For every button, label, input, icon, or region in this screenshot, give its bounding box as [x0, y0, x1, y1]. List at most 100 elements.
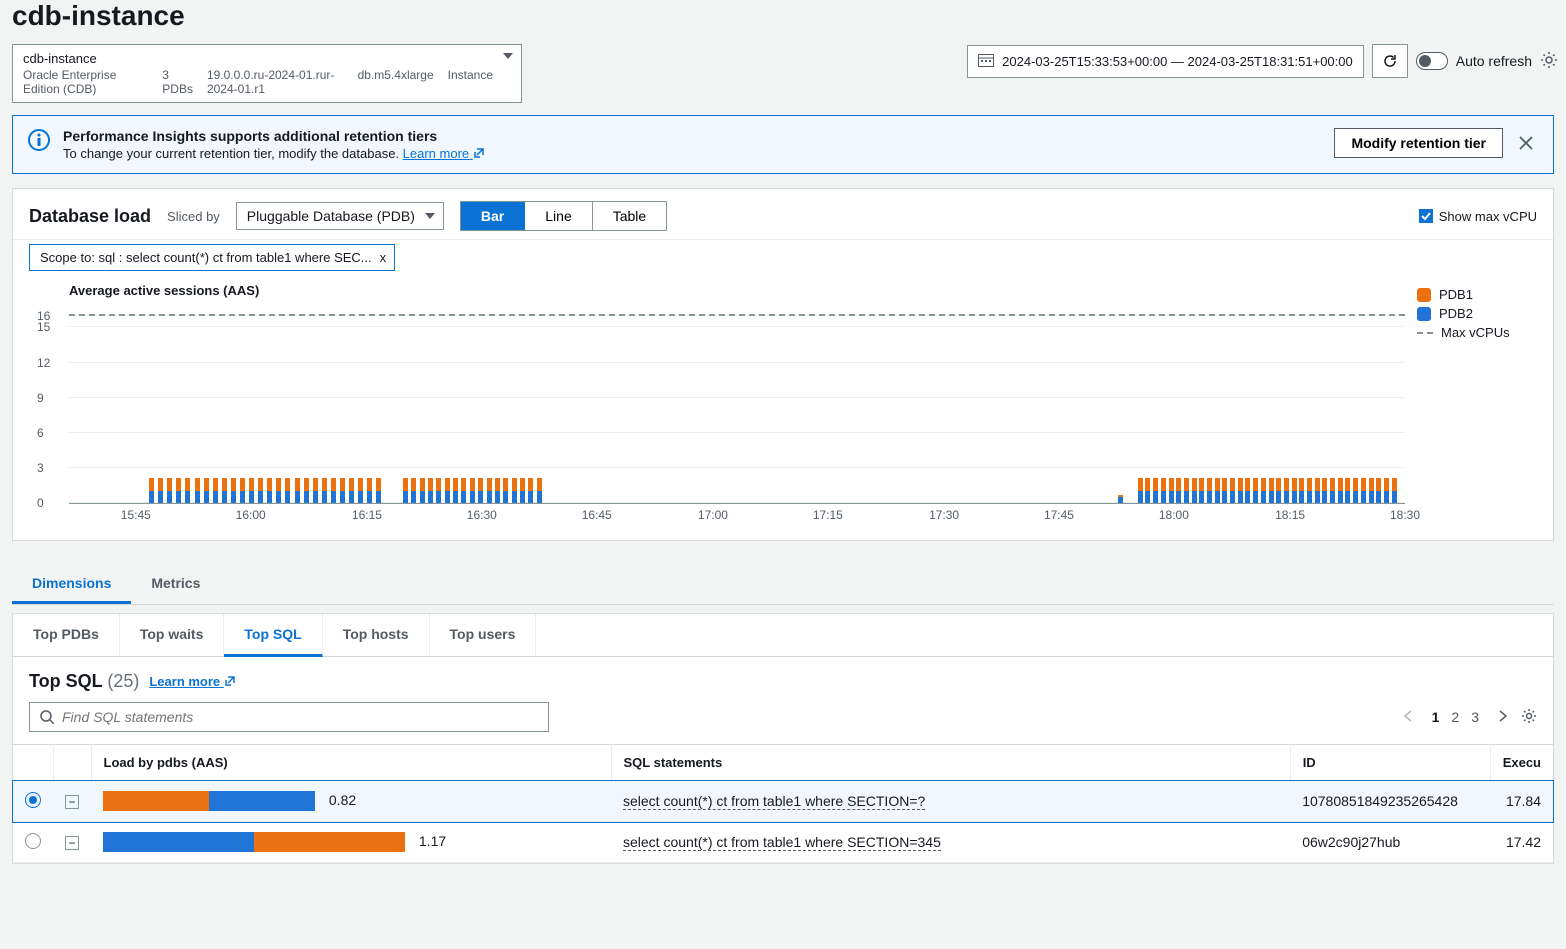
chart-bar — [1138, 478, 1143, 503]
sliced-by-select[interactable]: Pluggable Database (PDB) — [236, 202, 444, 230]
column-header[interactable]: Execu — [1490, 745, 1553, 781]
top-sql-title: Top SQL (25) — [29, 671, 139, 692]
x-tick: 16:15 — [352, 508, 382, 522]
chart-bar — [436, 478, 441, 503]
banner-learn-more-link[interactable]: Learn more — [403, 146, 485, 161]
row-expander[interactable]: − — [65, 795, 79, 809]
column-header[interactable]: ID — [1290, 745, 1490, 781]
tab-dimensions[interactable]: Dimensions — [12, 565, 131, 604]
chart-bar — [1169, 478, 1174, 503]
scope-chip-remove[interactable]: x — [380, 250, 387, 265]
column-header[interactable]: SQL statements — [611, 745, 1290, 781]
chart-bar — [478, 478, 483, 503]
banner-close-button[interactable] — [1513, 130, 1539, 156]
view-mode-table[interactable]: Table — [593, 202, 666, 230]
chart-bar — [1245, 478, 1250, 503]
y-tick: 6 — [37, 426, 44, 440]
chart-bar — [176, 478, 181, 503]
chart-bar — [528, 478, 533, 503]
x-tick: 17:30 — [929, 508, 959, 522]
chart-bar — [322, 478, 327, 503]
instance-meta-item: Oracle Enterprise Edition (CDB) — [23, 68, 148, 96]
chart-bar — [1207, 478, 1212, 503]
chart-bar — [204, 478, 209, 503]
chart-bar — [258, 478, 263, 503]
pagination-page[interactable]: 3 — [1471, 709, 1479, 725]
subtab-top-hosts[interactable]: Top hosts — [323, 614, 430, 656]
chart-bar — [1330, 478, 1335, 503]
chart-bar — [349, 478, 354, 503]
subtab-top-pdbs[interactable]: Top PDBs — [13, 614, 120, 656]
show-max-vcpu-checkbox[interactable] — [1419, 209, 1433, 223]
main-tabs: DimensionsMetrics — [12, 565, 1554, 605]
chart-bar — [1338, 478, 1343, 503]
chart-bar — [1276, 478, 1281, 503]
x-tick: 16:45 — [582, 508, 612, 522]
chart-bar — [167, 478, 172, 503]
pagination-page[interactable]: 1 — [1432, 709, 1440, 725]
instance-selector[interactable]: cdb-instance Oracle Enterprise Edition (… — [12, 44, 522, 103]
date-range-value: 2024-03-25T15:33:53+00:00 — 2024-03-25T1… — [1002, 54, 1353, 69]
column-header[interactable]: Load by pdbs (AAS) — [91, 745, 611, 781]
chart-bar — [1238, 478, 1243, 503]
exec-value: 17.42 — [1490, 822, 1553, 863]
top-sql-table: Load by pdbs (AAS)SQL statementsIDExecu … — [13, 744, 1553, 863]
view-mode-bar[interactable]: Bar — [461, 202, 525, 230]
db-load-title: Database load — [29, 206, 151, 227]
chart-bar — [1230, 478, 1235, 503]
view-mode-line[interactable]: Line — [525, 202, 592, 230]
chart-bar — [445, 478, 450, 503]
pagination: 123 — [1404, 708, 1537, 727]
y-tick: 9 — [37, 391, 44, 405]
chart-bar — [222, 478, 227, 503]
chart-bar — [1392, 478, 1397, 503]
table-row[interactable]: − 1.17select count(*) ct from table1 whe… — [13, 822, 1553, 863]
y-tick: 3 — [37, 461, 44, 475]
scope-chip[interactable]: Scope to: sql : select count(*) ct from … — [29, 244, 395, 271]
chart-bar — [461, 478, 466, 503]
pagination-next[interactable] — [1499, 709, 1507, 725]
subtab-top-sql[interactable]: Top SQL — [224, 614, 322, 657]
chart-bar — [1369, 478, 1374, 503]
sql-search[interactable] — [29, 702, 549, 732]
chart-bar — [1192, 478, 1197, 503]
chart-bar — [403, 478, 408, 503]
top-sql-learn-more-link[interactable]: Learn more — [149, 674, 235, 689]
sql-statement-link[interactable]: select count(*) ct from table1 where SEC… — [623, 793, 925, 810]
pagination-prev[interactable] — [1404, 709, 1412, 725]
tab-metrics[interactable]: Metrics — [131, 565, 220, 604]
refresh-button[interactable] — [1372, 44, 1408, 78]
legend-item: Max vCPUs — [1417, 325, 1537, 340]
modify-retention-button[interactable]: Modify retention tier — [1334, 128, 1503, 158]
x-tick: 17:00 — [698, 508, 728, 522]
row-radio[interactable] — [25, 792, 41, 808]
show-max-vcpu-label: Show max vCPU — [1439, 209, 1537, 224]
chart-bar — [1261, 478, 1266, 503]
chart-bar — [185, 478, 190, 503]
chart-bar — [1322, 478, 1327, 503]
chart-bar — [304, 478, 309, 503]
table-row[interactable]: − 0.82select count(*) ct from table1 whe… — [13, 781, 1553, 822]
auto-refresh-toggle[interactable]: Auto refresh — [1416, 52, 1532, 70]
x-tick: 18:15 — [1275, 508, 1305, 522]
sliced-by-label: Sliced by — [167, 209, 220, 224]
chart-bar — [1292, 478, 1297, 503]
row-expander[interactable]: − — [65, 836, 79, 850]
refresh-icon — [1382, 53, 1398, 69]
sql-search-input[interactable] — [62, 709, 538, 725]
chart-bar — [1376, 478, 1381, 503]
subtab-top-users[interactable]: Top users — [430, 614, 537, 656]
chart-bar — [376, 478, 381, 503]
chart-bar — [1307, 478, 1312, 503]
chart-bar — [1222, 478, 1227, 503]
gear-icon[interactable] — [1540, 51, 1558, 72]
sql-statement-link[interactable]: select count(*) ct from table1 where SEC… — [623, 834, 941, 851]
subtab-top-waits[interactable]: Top waits — [120, 614, 225, 656]
chart-bar — [520, 478, 525, 503]
chart-bar — [1118, 495, 1123, 503]
row-radio[interactable] — [25, 833, 41, 849]
pagination-page[interactable]: 2 — [1451, 709, 1459, 725]
table-settings-icon[interactable] — [1521, 708, 1537, 727]
date-range-picker[interactable]: 2024-03-25T15:33:53+00:00 — 2024-03-25T1… — [967, 45, 1364, 78]
calendar-icon — [978, 53, 994, 70]
